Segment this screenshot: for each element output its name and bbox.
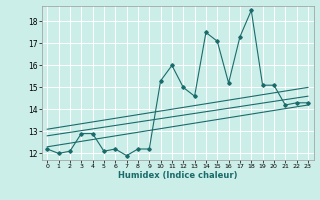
X-axis label: Humidex (Indice chaleur): Humidex (Indice chaleur) <box>118 171 237 180</box>
